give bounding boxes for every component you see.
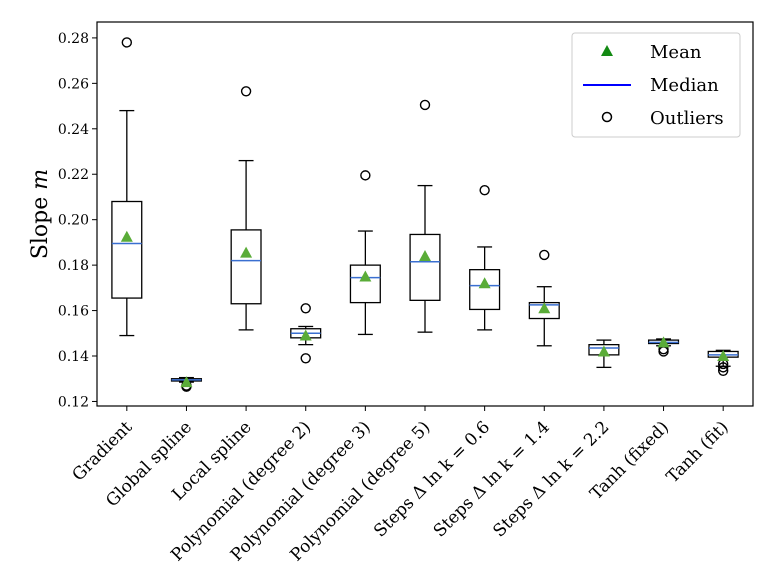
box — [111, 200, 143, 299]
outlier-point — [419, 99, 431, 111]
legend-frame — [571, 32, 741, 138]
outlier-point — [479, 184, 490, 196]
box-group-2 — [230, 86, 262, 411]
box-group-1 — [170, 376, 203, 411]
mean-marker — [597, 345, 610, 357]
box-group-5 — [409, 99, 441, 411]
y-axis-title: Slope m — [28, 169, 53, 259]
box-group-8 — [588, 339, 620, 411]
outlier-point — [717, 362, 729, 373]
box-group-7 — [528, 249, 560, 411]
x-tick-label: Steps Δ ln k = 1.4 — [430, 417, 554, 541]
y-tick-label: 0.28 — [58, 31, 89, 47]
y-tick-label: 0.12 — [58, 394, 89, 410]
mean-marker — [717, 350, 730, 362]
box-group-3 — [290, 303, 322, 411]
outlier-point — [360, 170, 371, 181]
mean-marker — [299, 329, 312, 341]
outlier-point — [539, 249, 550, 261]
mean-marker — [478, 277, 491, 289]
outlier-point — [300, 303, 311, 314]
y-tick-label: 0.16 — [58, 304, 89, 320]
y-tick-label: 0.24 — [58, 122, 89, 138]
outlier-point — [717, 365, 729, 376]
box-group-9 — [647, 336, 680, 411]
mean-marker — [240, 246, 253, 258]
box-group-4 — [349, 170, 381, 411]
legend-outliers-label: Outliers — [650, 108, 724, 129]
box — [409, 233, 441, 301]
y-tick-label: 0.14 — [58, 349, 89, 365]
box — [469, 269, 501, 311]
legend-mean-triangle-icon — [601, 45, 613, 56]
legend-median-label: Median — [650, 75, 719, 96]
outlier-point — [240, 86, 252, 97]
y-tick-label: 0.18 — [58, 258, 89, 274]
mean-marker — [538, 302, 551, 314]
y-tick-label: 0.26 — [58, 76, 89, 92]
x-tick-label: Tanh (fit) — [663, 417, 733, 487]
y-tick-label: 0.22 — [58, 167, 89, 183]
legend-mean-label: Mean — [650, 42, 702, 63]
mean-marker — [419, 250, 431, 262]
mean-marker — [120, 230, 133, 242]
mean-marker — [657, 336, 670, 348]
x-tick-label: Steps Δ ln k = 0.6 — [370, 417, 494, 541]
x-tick-label: Steps Δ ln k = 2.2 — [489, 417, 613, 541]
box-group-0 — [111, 37, 143, 411]
box-group-6 — [469, 184, 501, 411]
box-group-10 — [707, 349, 739, 411]
mean-marker — [180, 376, 193, 388]
y-tick-label: 0.20 — [58, 213, 89, 229]
mean-marker — [359, 270, 372, 282]
box — [230, 229, 262, 305]
legend: Mean Median Outliers — [571, 32, 741, 138]
outlier-point — [121, 37, 133, 48]
outlier-point — [300, 353, 311, 364]
axes-frame — [96, 21, 754, 407]
legend-outlier-circle-icon — [601, 111, 613, 123]
